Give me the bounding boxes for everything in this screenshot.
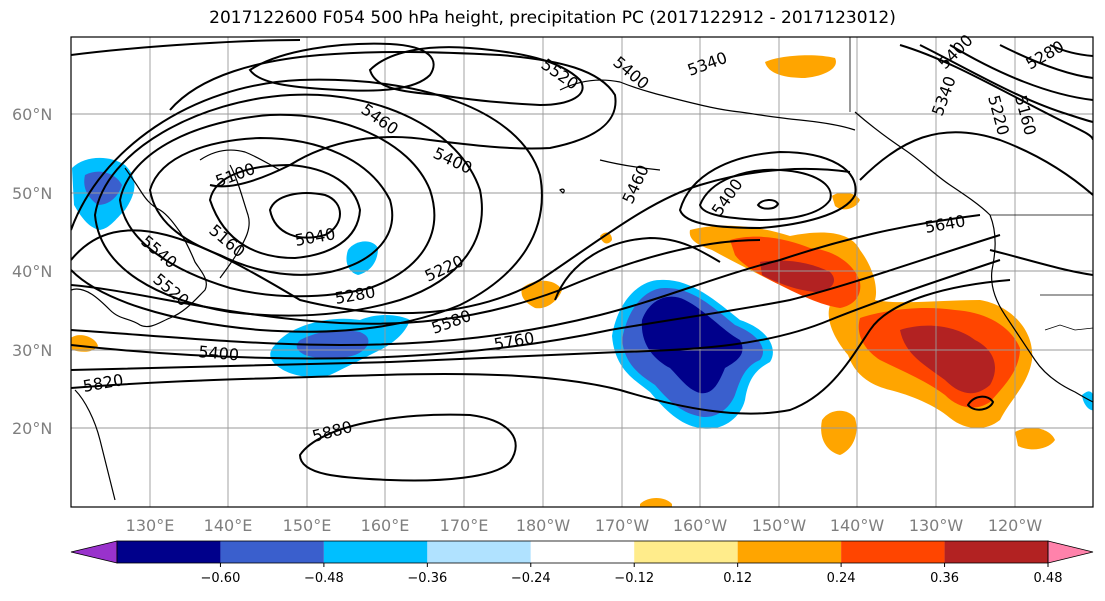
colorbar-swatch (427, 541, 531, 563)
colorbar-tick-label: 0.12 (723, 571, 752, 586)
colorbar-tick-label: 0.48 (1034, 571, 1063, 586)
colorbar-extend-low (70, 540, 118, 564)
lon-label: 130°E (126, 516, 175, 535)
lon-label: 150°W (752, 516, 807, 535)
lon-label: 170°E (440, 516, 489, 535)
colorbar-extend-high (1047, 540, 1094, 564)
colorbar-swatch (220, 541, 324, 563)
colorbar-swatch (323, 541, 428, 563)
colorbar-tick-label: −0.24 (511, 571, 551, 586)
latitude-labels: 60°N 50°N 40°N 30°N 20°N (12, 105, 52, 438)
political-borders (849, 37, 1093, 331)
colorbar-tick-label: −0.36 (407, 571, 447, 586)
height-contours (71, 39, 1093, 482)
colorbar-swatch (530, 541, 635, 563)
map-background (71, 37, 1093, 507)
lat-label: 30°N (12, 341, 52, 360)
colorbar-swatch (117, 541, 221, 563)
colorbar-tick-label: 0.36 (930, 571, 959, 586)
colorbar-swatch (944, 541, 1048, 563)
lat-label: 20°N (12, 419, 52, 438)
coastlines (71, 79, 1093, 501)
colorbar-outline (116, 540, 1049, 564)
precip-positive-shading (71, 55, 1055, 507)
lon-label: 160°E (361, 516, 410, 535)
colorbar-tick-label: −0.48 (304, 571, 344, 586)
lon-label: 180°W (516, 516, 571, 535)
lon-label: 150°E (283, 516, 332, 535)
lon-label: 140°E (204, 516, 253, 535)
colorbar-tick-label: −0.60 (201, 571, 241, 586)
lon-label: 130°W (909, 516, 964, 535)
contour-label: 5400 (198, 342, 240, 364)
colorbar-swatch (737, 541, 842, 563)
lon-label: 120°W (988, 516, 1043, 535)
map-title: 2017122600 F054 500 hPa height, precipit… (209, 8, 896, 28)
colorbar-tick-label: −0.12 (614, 571, 654, 586)
lon-label: 170°W (595, 516, 650, 535)
lon-label: 160°W (673, 516, 728, 535)
colorbar: −0.60 −0.48 −0.36 −0.24 −0.12 0.12 0.24 0.36 0.4… (70, 540, 1094, 586)
colorbar-swatch (841, 541, 945, 563)
lat-label: 50°N (12, 184, 52, 203)
colorbar-tick-label: 0.24 (827, 571, 856, 586)
lat-label: 60°N (12, 105, 52, 124)
colorbar-swatch (634, 541, 738, 563)
longitude-labels: 130°E 140°E 150°E 160°E 170°E 180°W 170°… (126, 516, 1043, 535)
map-frame (70, 36, 1094, 508)
lon-label: 140°W (830, 516, 885, 535)
lat-label: 40°N (12, 262, 52, 281)
